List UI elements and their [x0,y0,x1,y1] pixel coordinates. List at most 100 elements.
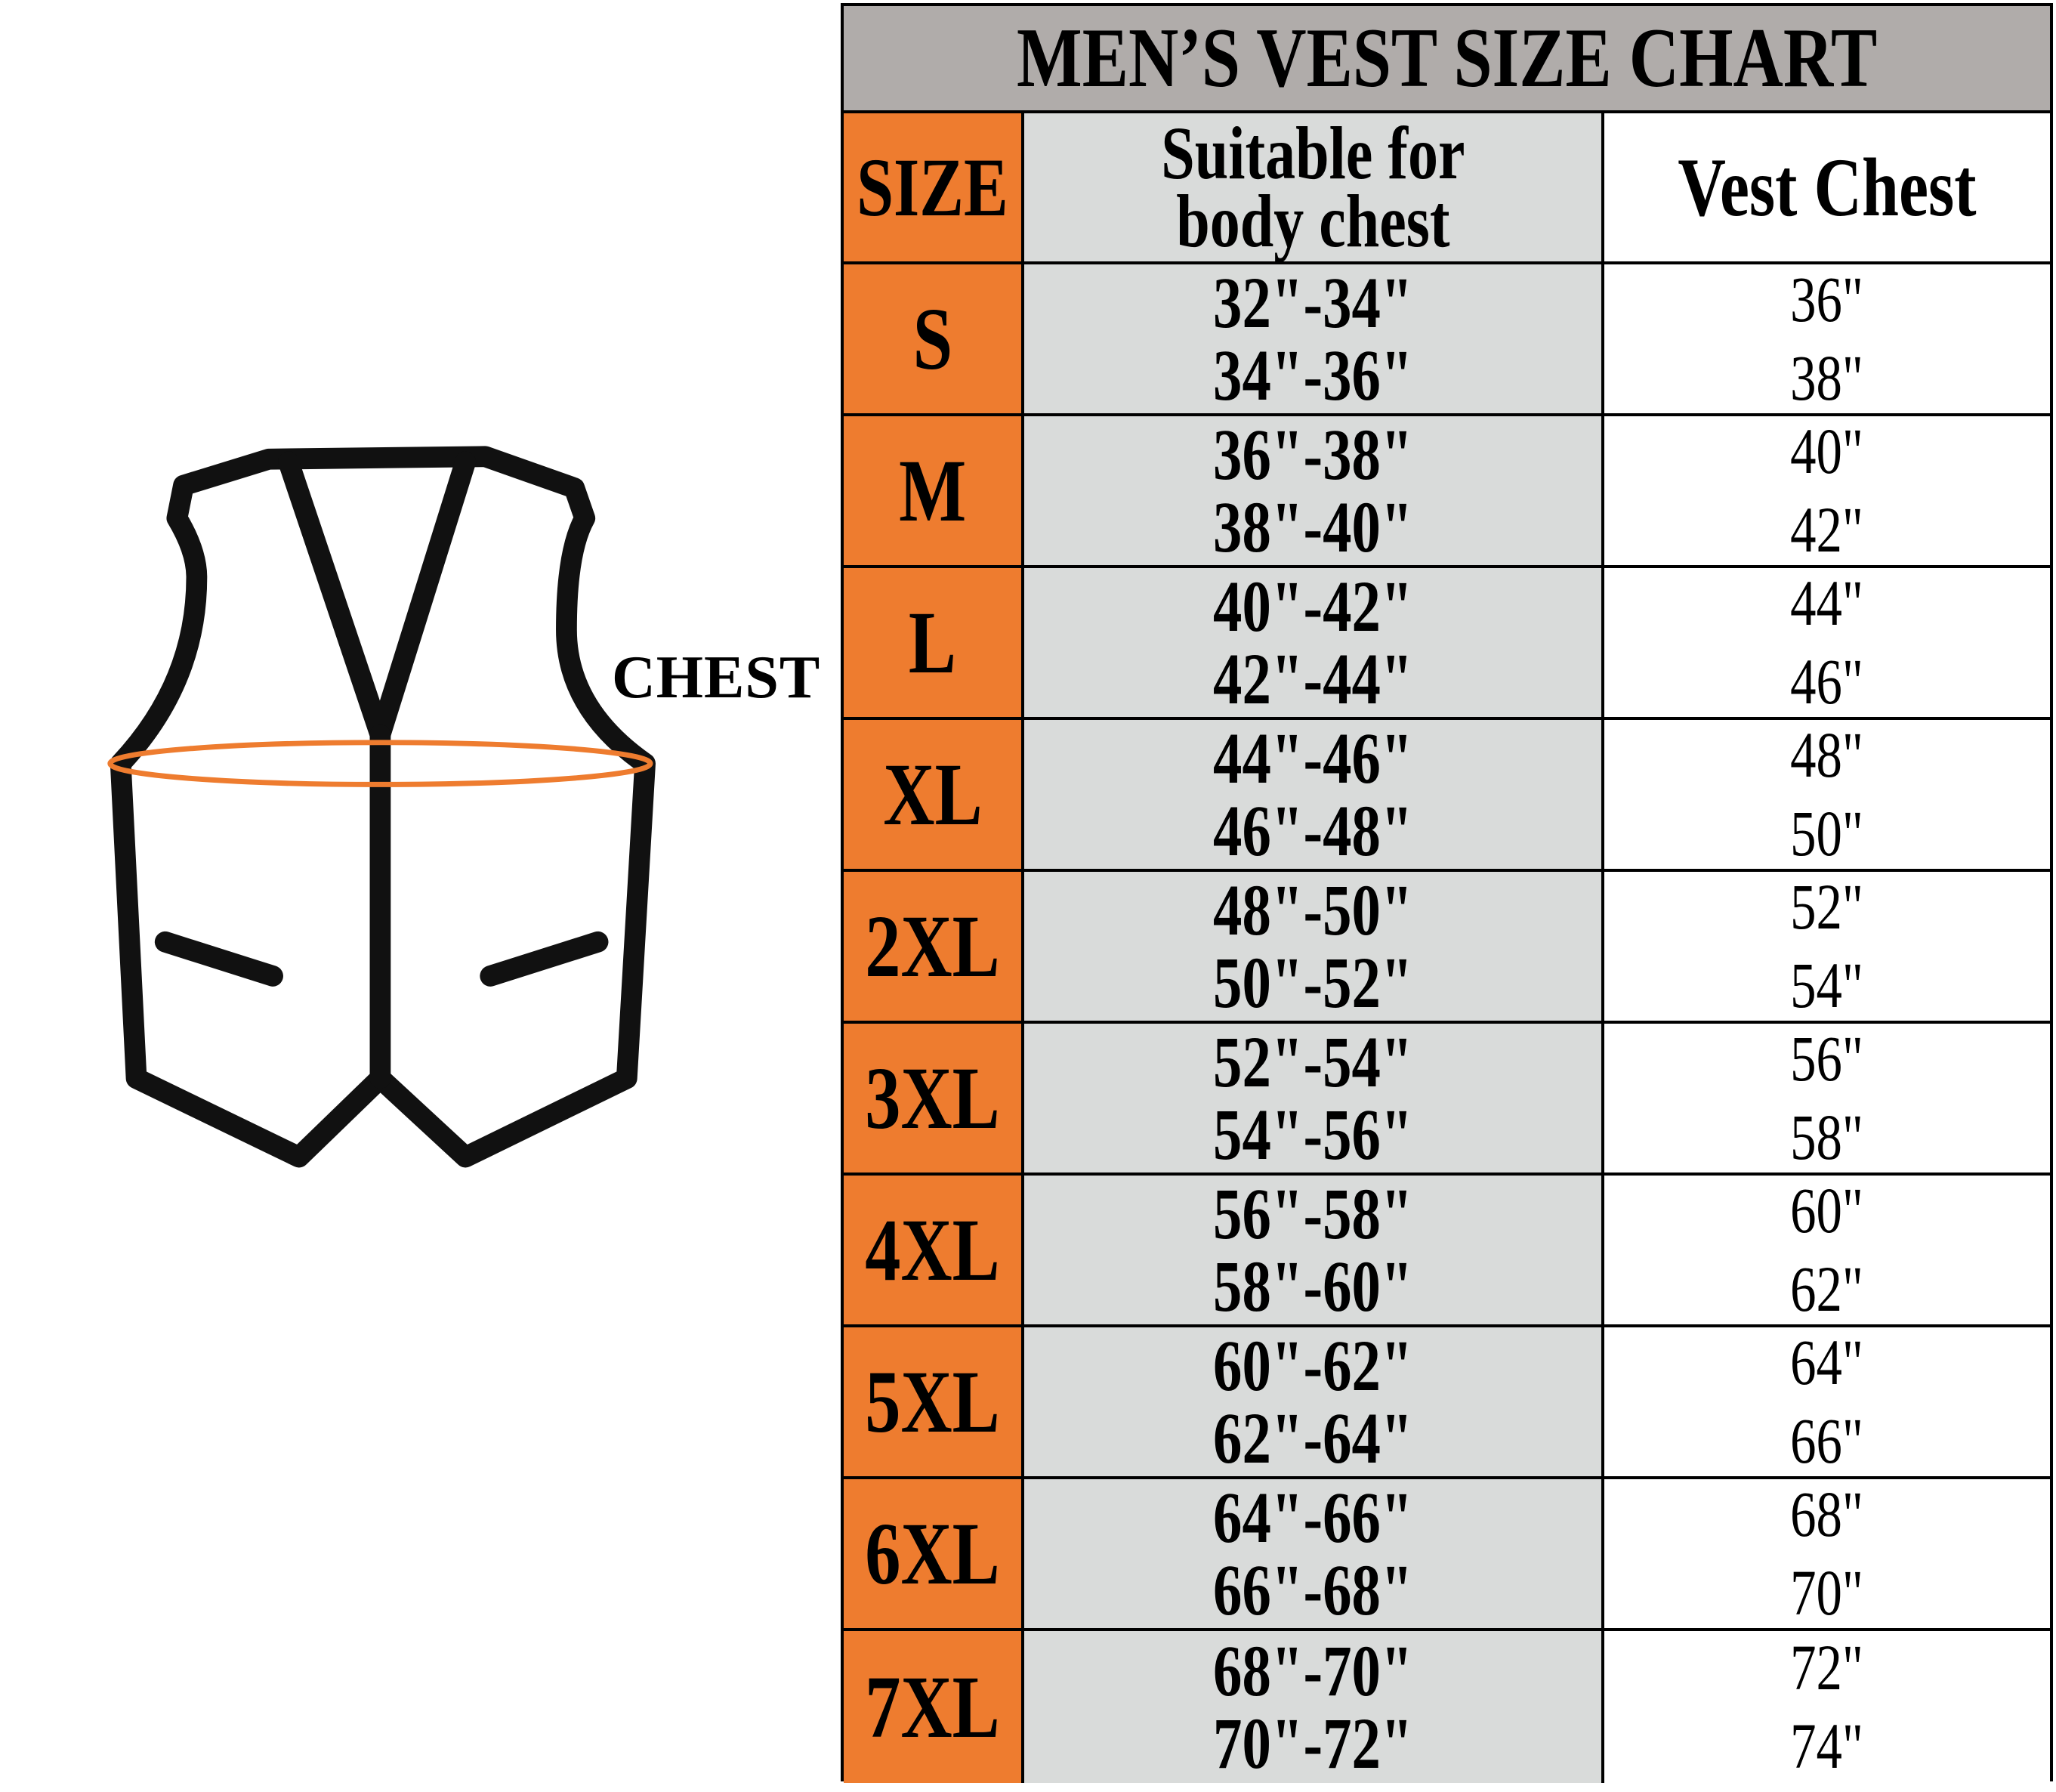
vest-chest-cell: 72" 74" [1604,1631,2050,1783]
body-chest-range: 50"-52" [1212,941,1413,1021]
vest-chest-cell: 48" 50" [1604,720,2050,869]
body-chest-range: 58"-60" [1212,1245,1413,1324]
body-chest-range: 34"-36" [1212,334,1413,413]
chart-title: MEN’S VEST SIZE CHART [844,6,2050,113]
header-body-line2: body chest [1175,179,1450,261]
vest-chest-value: 72" [1790,1631,1864,1704]
vest-chest-value: 46" [1790,644,1864,718]
body-chest-range: 64"-66" [1212,1479,1413,1558]
vest-chest-value: 44" [1790,568,1864,640]
vest-chest-value: 42" [1790,493,1864,566]
body-chest-range: 36"-38" [1212,416,1413,495]
size-label: 2XL [865,896,1000,996]
vest-chest-cell: 40" 42" [1604,416,2050,565]
header-row: SIZE Suitable for body chest Vest Chest [844,113,2050,264]
table-row: 6XL 64"-66" 66"-68" 68" 70" [844,1479,2050,1631]
header-vest-chest: Vest Chest [1604,113,2050,261]
header-body-line1: Suitable for [1160,113,1465,195]
body-chest-range: 42"-44" [1212,638,1413,717]
vest-chest-cell: 68" 70" [1604,1479,2050,1628]
size-cell: 6XL [844,1479,1024,1628]
vest-chest-value: 40" [1790,416,1864,488]
size-cell: 4XL [844,1176,1024,1324]
header-body-chest: Suitable for body chest [1024,113,1604,261]
body-chest-range: 62"-64" [1212,1397,1413,1476]
size-cell: L [844,568,1024,717]
body-chest-range: 60"-62" [1212,1327,1413,1406]
table-row: 7XL 68"-70" 70"-72" 72" 74" [844,1631,2050,1783]
body-chest-cell: 44"-46" 46"-48" [1024,720,1604,869]
body-chest-cell: 36"-38" 38"-40" [1024,416,1604,565]
body-chest-cell: 68"-70" 70"-72" [1024,1631,1604,1783]
header-size-text: SIZE [857,141,1008,233]
size-cell: XL [844,720,1024,869]
right-pocket [480,931,609,987]
vest-chest-value: 66" [1790,1404,1864,1477]
vest-chest-value: 60" [1790,1176,1864,1247]
vest-chest-value: 64" [1790,1327,1864,1399]
vest-chest-cell: 44" 46" [1604,568,2050,717]
size-cell: 3XL [844,1024,1024,1173]
size-label: M [898,440,967,540]
vest-chest-value: 56" [1790,1024,1864,1095]
size-label: 7XL [865,1657,1000,1756]
vest-chest-value: 70" [1790,1556,1864,1629]
table-row: L 40"-42" 42"-44" 44" 46" [844,568,2050,720]
size-chart-table: MEN’S VEST SIZE CHART SIZE Suitable for b… [841,3,2053,1783]
size-label: 6XL [865,1503,1000,1603]
vest-chest-value: 38" [1790,341,1864,414]
body-chest-range: 44"-46" [1212,720,1413,799]
table-row: S 32"-34" 34"-36" 36" 38" [844,264,2050,416]
vest-chest-value: 48" [1790,720,1864,792]
body-chest-range: 54"-56" [1212,1093,1413,1173]
vest-chest-cell: 52" 54" [1604,872,2050,1021]
size-cell: S [844,264,1024,413]
chart-title-text: MEN’S VEST SIZE CHART [1016,11,1878,105]
body-chest-cell: 64"-66" 66"-68" [1024,1479,1604,1628]
vest-chest-value: 68" [1790,1479,1864,1551]
body-chest-cell: 48"-50" 50"-52" [1024,872,1604,1021]
body-chest-range: 52"-54" [1212,1024,1413,1102]
header-vest-text: Vest Chest [1678,141,1977,233]
size-label: 5XL [865,1352,1000,1451]
size-label: L [909,592,956,692]
body-chest-range: 68"-70" [1212,1631,1413,1711]
header-size: SIZE [844,113,1024,261]
size-cell: 5XL [844,1327,1024,1476]
size-label: XL [882,744,983,844]
header-body-chest-text: Suitable for body chest [1161,116,1465,259]
body-chest-cell: 40"-42" 42"-44" [1024,568,1604,717]
body-chest-cell: 52"-54" 54"-56" [1024,1024,1604,1173]
table-row: M 36"-38" 38"-40" 40" 42" [844,416,2050,568]
vest-chest-value: 62" [1790,1252,1864,1325]
vest-chest-cell: 64" 66" [1604,1327,2050,1476]
size-cell: 7XL [844,1631,1024,1783]
body-chest-range: 66"-68" [1212,1549,1413,1628]
size-cell: 2XL [844,872,1024,1021]
vest-chest-value: 52" [1790,872,1864,944]
chest-label: CHEST [612,644,821,711]
vest-chest-value: 58" [1790,1100,1864,1173]
body-chest-range: 70"-72" [1212,1702,1413,1783]
table-row: XL 44"-46" 46"-48" 48" 50" [844,720,2050,872]
body-chest-cell: 56"-58" 58"-60" [1024,1176,1604,1324]
body-chest-cell: 60"-62" 62"-64" [1024,1327,1604,1476]
body-chest-range: 48"-50" [1212,872,1413,950]
vest-chest-value: 50" [1790,796,1864,870]
table-row: 3XL 52"-54" 54"-56" 56" 58" [844,1024,2050,1176]
vest-outline [110,446,656,1168]
body-chest-cell: 32"-34" 34"-36" [1024,264,1604,413]
table-row: 2XL 48"-50" 50"-52" 52" 54" [844,872,2050,1024]
body-chest-range: 46"-48" [1212,789,1413,869]
body-chest-range: 40"-42" [1212,568,1413,647]
body-chest-range: 56"-58" [1212,1176,1413,1254]
size-label: S [912,289,952,388]
vest-illustration [107,446,656,1168]
vest-collar [278,451,477,746]
size-label: 4XL [865,1200,1000,1299]
vest-chest-cell: 36" 38" [1604,264,2050,413]
chest-measure-line [107,740,653,787]
table-row: 4XL 56"-58" 58"-60" 60" 62" [844,1176,2050,1327]
body-chest-range: 38"-40" [1212,486,1413,565]
vest-chest-value: 54" [1790,948,1864,1021]
